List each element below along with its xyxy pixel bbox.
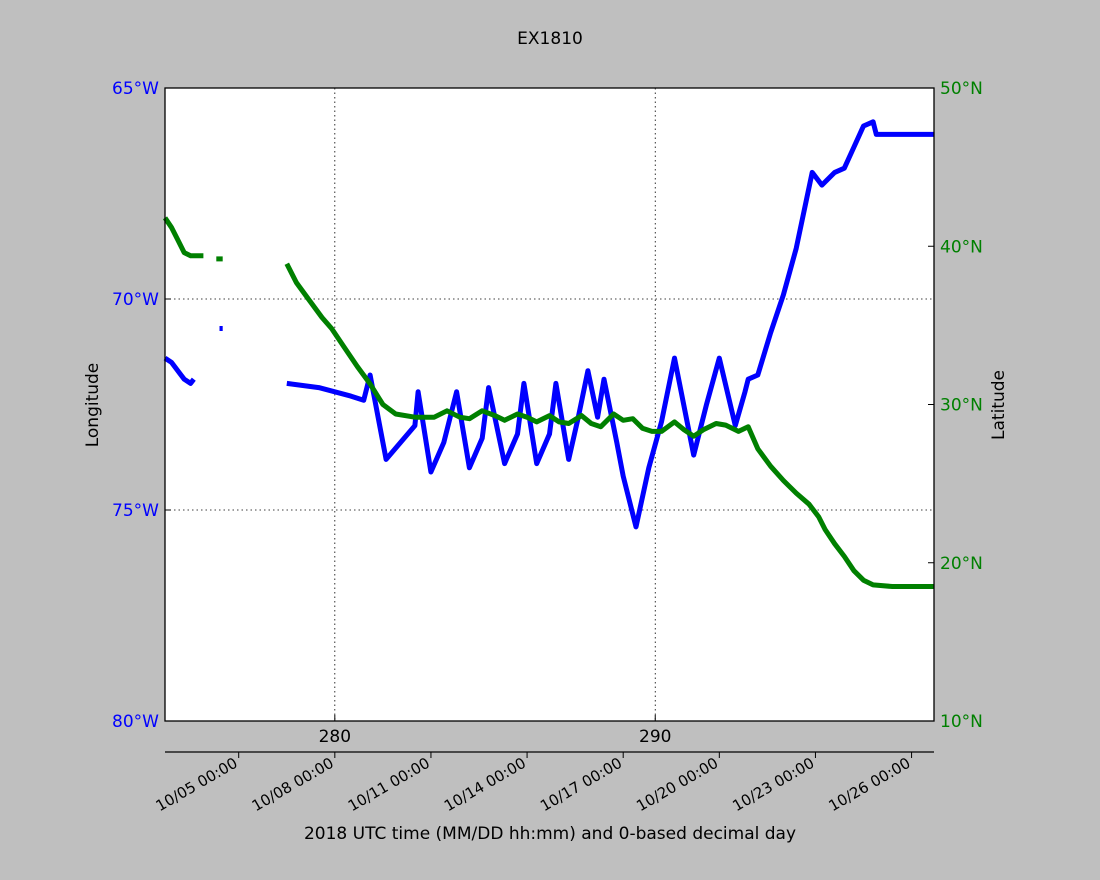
- date-tick-label: 10/20 00:00: [633, 754, 721, 815]
- right-tick-label: 30°N: [940, 396, 983, 416]
- right-tick-label: 40°N: [940, 237, 983, 257]
- date-tick-label: 10/26 00:00: [826, 754, 914, 815]
- left-tick-label: 70°W: [112, 290, 159, 310]
- right-tick-label: 20°N: [940, 554, 983, 574]
- left-tick-label: 80°W: [112, 712, 159, 732]
- day-axis: 280 290: [319, 715, 671, 747]
- left-axis-label: Longitude: [83, 363, 103, 448]
- grid-lines: [165, 88, 934, 721]
- date-tick-label: 10/05 00:00: [153, 754, 241, 815]
- right-tick-label: 50°N: [940, 79, 983, 99]
- longitude-line-segment: [163, 356, 196, 386]
- day-tick-label: 280: [319, 727, 351, 747]
- date-tick-label: 10/17 00:00: [537, 754, 625, 815]
- right-axis: 50°N 40°N 30°N 20°N 10°N: [928, 79, 983, 732]
- latitude-line-segment: [162, 216, 204, 259]
- chart-title: EX1810: [517, 29, 583, 49]
- series-longitude: [163, 119, 934, 530]
- x-axis-label: 2018 UTC time (MM/DD hh:mm) and 0-based …: [304, 824, 796, 844]
- date-tick-label: 10/23 00:00: [729, 754, 817, 815]
- date-tick-label: 10/08 00:00: [249, 754, 337, 815]
- left-axis: 65°W 70°W 75°W 80°W: [112, 79, 171, 732]
- date-tick-label: 10/11 00:00: [345, 754, 433, 815]
- left-tick-label: 65°W: [112, 79, 159, 99]
- date-tick-label: 10/14 00:00: [441, 754, 529, 815]
- left-tick-label: 75°W: [112, 501, 159, 521]
- day-tick-label: 290: [639, 727, 671, 747]
- right-tick-label: 10°N: [940, 712, 983, 732]
- series-layer: [162, 119, 934, 589]
- series-latitude: [162, 216, 934, 589]
- date-axis: 10/05 00:00 10/08 00:00 10/11 00:00 10/14 0…: [153, 752, 914, 815]
- right-axis-label: Latitude: [989, 370, 1009, 440]
- longitude-line-segment: [286, 119, 934, 530]
- latitude-line-segment: [284, 262, 934, 589]
